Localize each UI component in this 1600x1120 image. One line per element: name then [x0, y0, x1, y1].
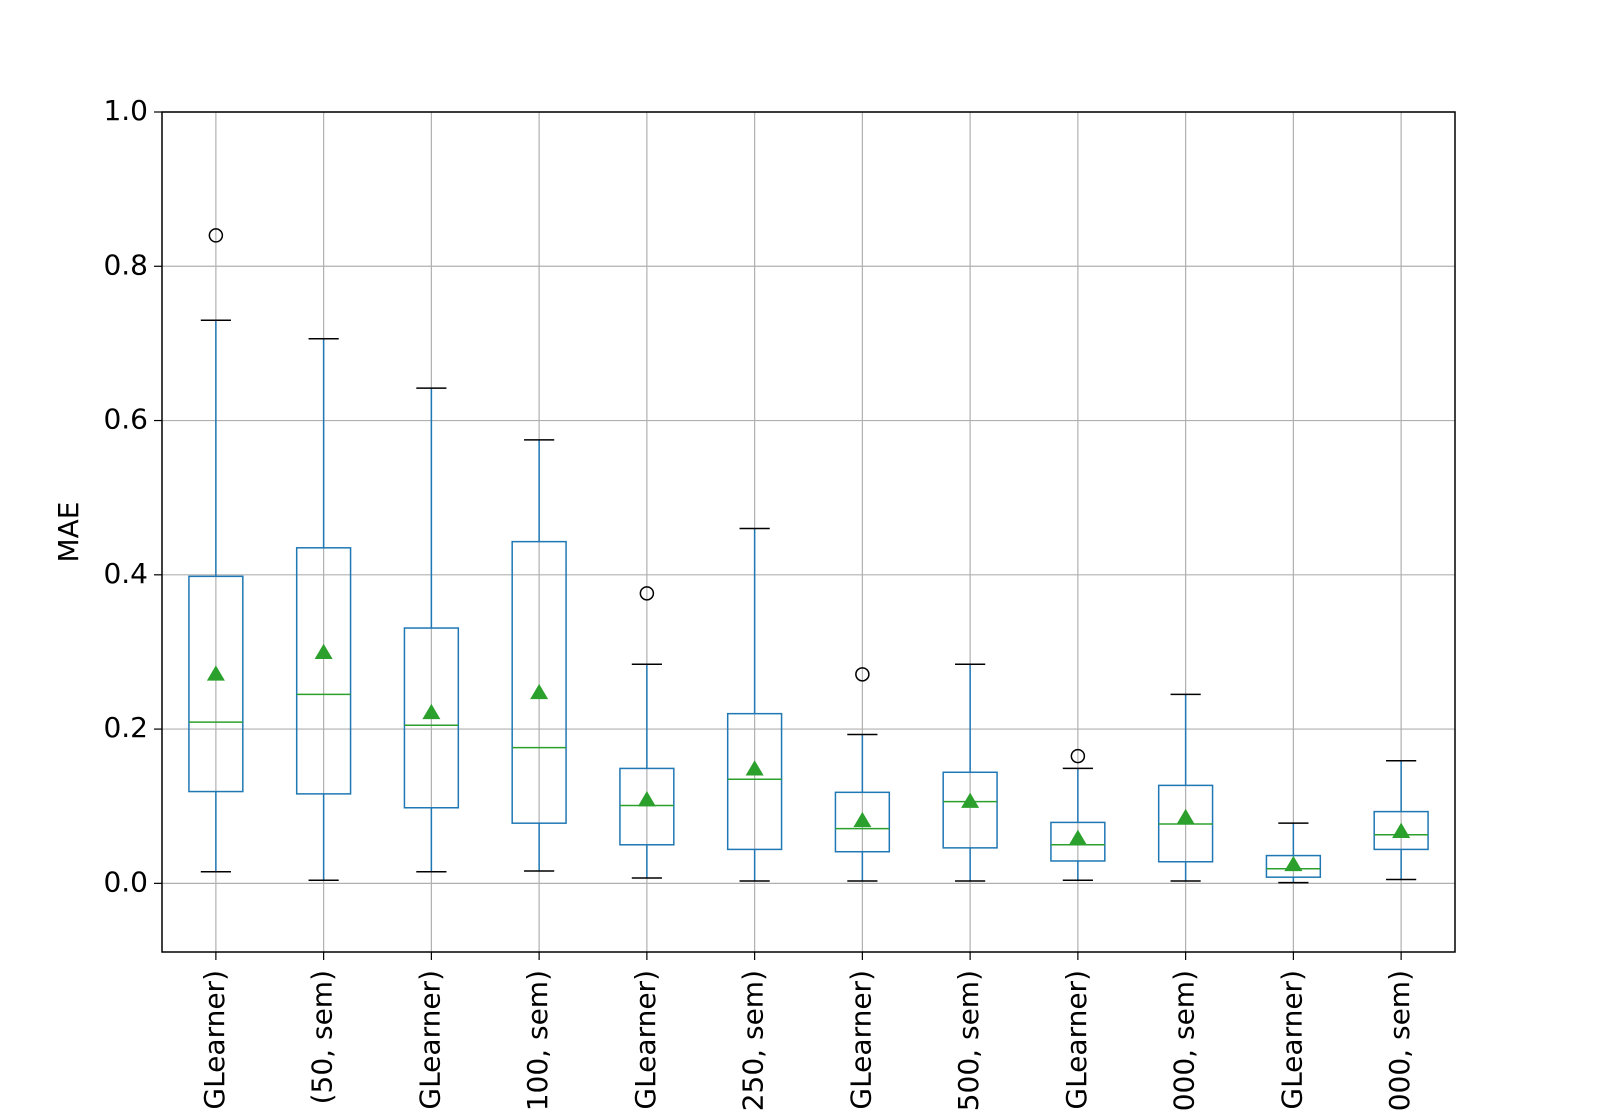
mean-marker	[1176, 808, 1195, 825]
mean-marker	[530, 683, 549, 700]
x-tick-label: 000, sem)	[1168, 970, 1201, 1111]
box	[942, 771, 998, 849]
x-tick-label: GLearner)	[1060, 970, 1093, 1110]
y-tick-label: 1.0	[103, 94, 148, 127]
x-tick-label: 000, sem)	[1383, 970, 1416, 1111]
box	[511, 540, 567, 824]
box	[1373, 810, 1429, 851]
outlier	[855, 667, 870, 682]
mean-marker	[314, 643, 333, 660]
box	[1050, 821, 1106, 862]
box	[403, 627, 460, 809]
mean-marker	[206, 665, 225, 681]
mean-marker	[422, 703, 441, 720]
mean-marker	[1392, 822, 1411, 838]
y-tick-label: 0.8	[103, 248, 148, 281]
x-tick-label: 500, sem)	[952, 970, 985, 1111]
mean-marker	[961, 792, 980, 808]
mean-marker	[637, 791, 656, 807]
box	[295, 547, 352, 795]
mean-marker	[1284, 855, 1303, 872]
y-tick-label: 0.4	[103, 557, 148, 590]
box	[726, 712, 783, 851]
outlier	[639, 586, 655, 601]
x-tick-label: 250, sem)	[737, 970, 770, 1111]
mean-marker	[853, 811, 872, 828]
x-tick-label: 100, sem)	[521, 970, 554, 1111]
y-tick-label: 0.6	[103, 403, 148, 436]
box	[619, 767, 675, 846]
mean-marker	[745, 760, 764, 776]
y-tick-label: 0.2	[103, 711, 148, 744]
box	[834, 791, 891, 853]
x-tick-label: (50, sem)	[306, 970, 339, 1104]
plot-frame	[161, 111, 1456, 953]
outlier	[1070, 748, 1086, 764]
x-tick-label: GLearner)	[198, 970, 231, 1110]
box	[188, 575, 244, 793]
x-tick-label: GLearner)	[1275, 970, 1308, 1110]
x-tick-label: GLearner)	[629, 970, 662, 1110]
mean-marker	[1068, 829, 1087, 845]
y-axis-label: MAE	[52, 501, 85, 562]
y-tick-label: 0.0	[103, 865, 148, 898]
x-tick-label: GLearner)	[413, 970, 446, 1110]
box	[1265, 854, 1322, 878]
outlier	[208, 228, 224, 243]
x-tick-label: GLearner)	[844, 970, 877, 1110]
